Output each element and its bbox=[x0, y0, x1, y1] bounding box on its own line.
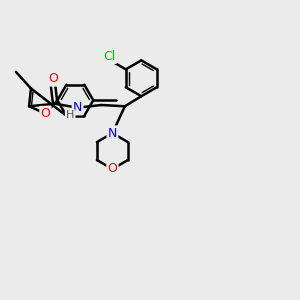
Text: N: N bbox=[108, 127, 117, 140]
Text: O: O bbox=[107, 163, 117, 176]
Text: O: O bbox=[40, 107, 50, 120]
Text: N: N bbox=[73, 101, 82, 114]
Text: H: H bbox=[66, 110, 74, 121]
Text: O: O bbox=[48, 72, 58, 86]
Text: Cl: Cl bbox=[103, 50, 116, 63]
